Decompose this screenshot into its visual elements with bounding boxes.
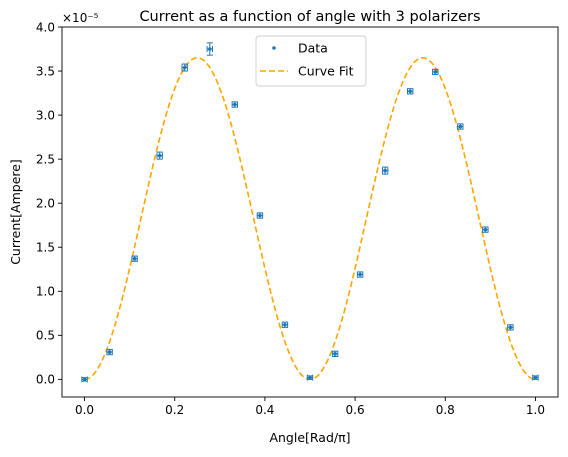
- x-tick-label: 0.2: [165, 403, 184, 417]
- data-series: [81, 42, 539, 383]
- data-marker: [208, 47, 212, 51]
- data-marker: [333, 352, 337, 356]
- plot-area: 0.0 0.2 0.4 0.6 0.8 1.0 0.0 0.5 1.0 1.5 2.0 2.5 3.0…: [36, 20, 559, 417]
- legend: Data Curve Fit: [255, 35, 367, 87]
- data-marker: [458, 124, 463, 129]
- data-point: [482, 226, 489, 233]
- data-point: [406, 88, 414, 95]
- data-point: [131, 255, 138, 262]
- y-axis-label: Current[Ampere]: [8, 159, 23, 265]
- x-tick-label: 0.8: [436, 403, 455, 417]
- data-point: [81, 376, 88, 383]
- data-marker: [408, 89, 412, 94]
- data-point: [256, 212, 264, 219]
- y-scale-label: ×10⁻⁵: [62, 11, 99, 25]
- y-tick-label: 0.5: [36, 329, 55, 343]
- y-tick-label: 3.5: [36, 64, 55, 78]
- data-point: [181, 63, 188, 72]
- data-point: [381, 166, 389, 175]
- data-marker: [107, 350, 112, 354]
- data-point: [356, 271, 364, 278]
- data-marker: [82, 377, 87, 382]
- legend-data-label: Data: [298, 41, 328, 56]
- data-marker: [483, 227, 488, 232]
- data-point: [106, 348, 113, 356]
- y-tick-label: 1.0: [36, 285, 55, 299]
- data-point: [231, 101, 239, 108]
- chart-title: Current as a function of angle with 3 po…: [139, 9, 480, 25]
- data-point: [507, 324, 514, 331]
- data-point: [331, 350, 339, 357]
- x-tick-label: 0.6: [346, 403, 365, 417]
- data-point: [206, 42, 214, 56]
- x-tick-label: 0.4: [255, 403, 274, 417]
- y-tick-label: 3.0: [36, 108, 55, 122]
- data-marker: [433, 70, 438, 74]
- data-marker: [358, 272, 362, 277]
- y-tick-label: 2.0: [36, 196, 55, 210]
- data-marker: [308, 375, 312, 380]
- x-tick-label: 1.0: [526, 403, 545, 417]
- x-tick-label: 0.0: [75, 403, 94, 417]
- data-marker: [508, 325, 513, 330]
- data-point: [156, 151, 163, 160]
- data-point: [457, 123, 464, 130]
- x-axis-label: Angle[Rad/π]: [269, 430, 350, 445]
- x-axis: 0.0 0.2 0.4 0.6 0.8 1.0: [75, 397, 545, 417]
- data-marker: [233, 102, 237, 107]
- data-point: [432, 68, 439, 76]
- axes-frame: [61, 26, 559, 398]
- data-marker: [533, 375, 538, 380]
- y-axis: 0.0 0.5 1.0 1.5 2.0 2.5 3.0 3.5 4.0: [36, 20, 62, 387]
- data-point: [281, 321, 289, 328]
- legend-data-marker: [272, 46, 276, 50]
- data-marker: [258, 213, 262, 218]
- y-tick-label: 0.0: [36, 373, 55, 387]
- y-tick-label: 1.5: [36, 241, 55, 255]
- data-marker: [283, 322, 287, 327]
- data-marker: [132, 256, 137, 261]
- legend-fit-label: Curve Fit: [298, 64, 354, 79]
- data-marker: [157, 153, 162, 158]
- y-tick-label: 4.0: [36, 20, 55, 34]
- data-marker: [383, 168, 387, 173]
- y-tick-label: 2.5: [36, 152, 55, 166]
- legend-box: [255, 35, 367, 87]
- data-point: [532, 374, 539, 381]
- data-marker: [182, 65, 187, 70]
- data-point: [306, 374, 314, 381]
